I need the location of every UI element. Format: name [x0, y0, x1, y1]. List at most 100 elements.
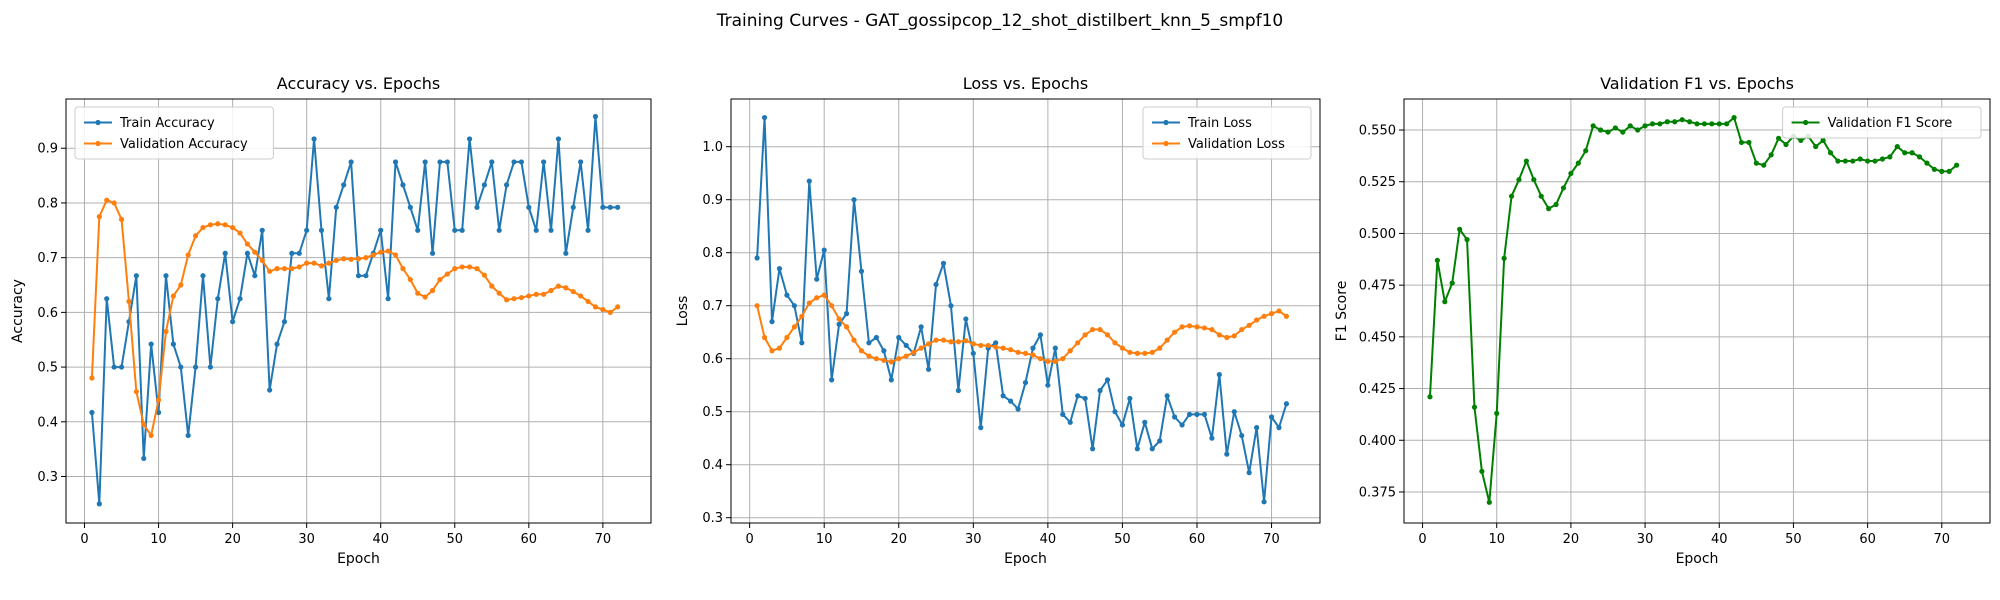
data-point	[563, 250, 569, 256]
data-point	[1090, 446, 1096, 452]
data-point	[896, 356, 902, 362]
data-point	[918, 345, 924, 351]
y-tick-label: 0.8	[37, 196, 58, 211]
data-point	[970, 341, 976, 347]
data-point	[148, 432, 154, 439]
data-point	[259, 257, 265, 263]
data-point	[1067, 419, 1073, 425]
data-point	[1172, 414, 1178, 420]
data-point	[592, 113, 599, 120]
data-point	[836, 316, 842, 322]
data-point	[1783, 141, 1789, 148]
x-tick-label: 70	[1263, 532, 1280, 547]
data-point	[1746, 139, 1752, 146]
data-point	[1686, 119, 1693, 125]
data-point	[769, 319, 775, 325]
data-point	[1104, 332, 1111, 338]
data-point	[1449, 280, 1455, 286]
data-point	[761, 334, 768, 341]
data-point	[326, 260, 332, 266]
x-tick-label: 50	[1114, 532, 1131, 547]
y-tick-label: 0.6	[37, 306, 58, 321]
data-point	[993, 344, 999, 350]
y-tick-label: 0.4	[702, 458, 723, 473]
data-point	[200, 273, 206, 279]
data-point	[452, 266, 458, 272]
data-point	[1464, 237, 1470, 243]
data-point	[1865, 158, 1871, 164]
data-point	[1842, 158, 1848, 164]
data-point	[170, 341, 176, 347]
data-point	[1879, 156, 1886, 162]
data-point	[858, 268, 865, 274]
data-point	[548, 227, 554, 233]
data-point	[843, 324, 850, 330]
y-tick-label: 0.3	[37, 470, 58, 485]
data-point	[1827, 150, 1834, 156]
x-tick-label: 60	[1859, 532, 1876, 547]
data-point	[148, 341, 154, 347]
data-point	[814, 276, 820, 282]
data-point	[963, 316, 969, 322]
data-point	[1134, 350, 1140, 356]
data-point	[903, 353, 909, 359]
data-point	[881, 348, 887, 354]
data-point	[518, 159, 525, 165]
data-point	[1283, 401, 1290, 407]
data-point	[185, 432, 191, 439]
data-point	[896, 334, 902, 341]
data-point	[126, 298, 132, 305]
data-point	[555, 283, 562, 289]
data-point	[118, 364, 125, 370]
data-point	[1501, 255, 1507, 261]
data-point	[541, 159, 547, 165]
y-axis-label: Accuracy	[10, 279, 26, 343]
data-point	[363, 273, 369, 279]
x-tick-label: 50	[1785, 532, 1802, 547]
x-tick-label: 0	[745, 532, 753, 547]
data-point	[776, 266, 783, 272]
data-point	[1172, 329, 1178, 335]
data-point	[1575, 160, 1581, 166]
legend-box	[74, 106, 274, 160]
data-point	[133, 389, 139, 395]
data-point	[978, 342, 984, 349]
data-point	[955, 339, 961, 345]
data-point	[155, 409, 162, 416]
data-point	[784, 334, 790, 341]
legend-label: Validation F1 Score	[1828, 116, 1953, 131]
data-point	[1887, 154, 1893, 160]
data-point	[761, 114, 768, 121]
data-point	[1283, 313, 1290, 319]
data-point	[415, 290, 421, 296]
y-axis-label: F1 Score	[1334, 281, 1350, 342]
data-point	[1276, 425, 1282, 431]
data-point	[141, 421, 147, 428]
data-point	[1857, 156, 1863, 162]
legend-label: Validation Accuracy	[120, 137, 248, 152]
x-axis-label: Epoch	[1004, 551, 1047, 567]
data-point	[489, 283, 495, 289]
data-point	[925, 366, 932, 372]
data-point	[1798, 137, 1804, 143]
legend-marker	[95, 140, 101, 147]
data-point	[385, 296, 391, 302]
data-point	[1486, 499, 1492, 505]
data-point	[1186, 323, 1193, 329]
data-point	[96, 214, 102, 220]
data-point	[1134, 446, 1140, 452]
data-point	[1701, 121, 1708, 127]
data-point	[1082, 332, 1088, 338]
data-point	[1201, 411, 1208, 417]
data-point	[504, 182, 510, 188]
y-tick-label: 0.9	[702, 193, 723, 208]
data-point	[1097, 387, 1103, 394]
data-point	[1268, 414, 1275, 420]
data-point	[1761, 162, 1767, 168]
data-point	[1112, 340, 1118, 346]
legend: Validation F1 Score	[1782, 106, 1982, 139]
data-point	[791, 324, 797, 330]
series-2	[754, 292, 1290, 365]
data-point	[1753, 160, 1759, 166]
